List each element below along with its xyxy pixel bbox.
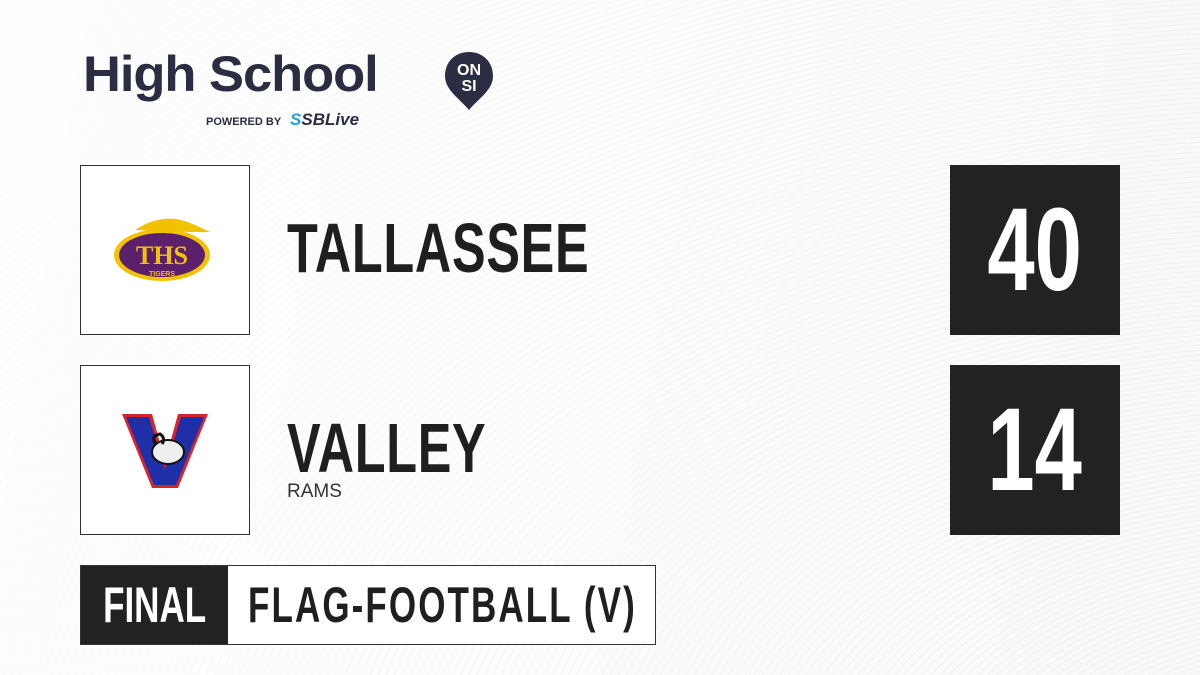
logo-sub: TIGERS <box>149 271 175 278</box>
game-status-bar: FINAL FLAG-FOOTBALL (V) <box>80 565 656 645</box>
team-name-away: VALLEY <box>287 409 487 487</box>
logo-text: THS <box>136 241 188 270</box>
valley-rams-logo <box>122 414 208 488</box>
score-home: 40 <box>950 165 1120 335</box>
team-name-home: TALLASSEE <box>287 209 590 287</box>
team-logo-tallassee: THS TIGERS <box>80 165 250 335</box>
sport-label: FLAG-FOOTBALL (V) <box>228 566 804 644</box>
tallassee-tigers-logo: THS TIGERS <box>114 218 210 281</box>
powered-by: POWERED BY SSBLive <box>206 110 359 130</box>
high-school-on-si-logo: High School ON SI POWERED BY SSBLive <box>83 46 493 129</box>
sport-text: FLAG-FOOTBALL (V) <box>248 577 637 633</box>
score-away: 14 <box>950 365 1120 535</box>
score-value: 14 <box>987 384 1083 516</box>
on-si-pin-icon: ON SI <box>445 52 493 110</box>
brand-title: High School <box>83 46 379 102</box>
final-badge: FINAL <box>81 566 228 644</box>
sblive-name: SBLive <box>301 110 360 129</box>
team-logo-valley <box>80 365 250 535</box>
badge-top: ON <box>457 62 481 79</box>
team-mascot-away: RAMS <box>287 481 342 502</box>
sblive-logo: SSBLive <box>290 110 359 129</box>
sblive-mark: S <box>290 110 302 129</box>
status-label: FINAL <box>102 577 207 633</box>
score-value: 40 <box>987 184 1083 316</box>
powered-by-label: POWERED BY <box>206 116 281 128</box>
badge-bottom: SI <box>461 78 476 95</box>
